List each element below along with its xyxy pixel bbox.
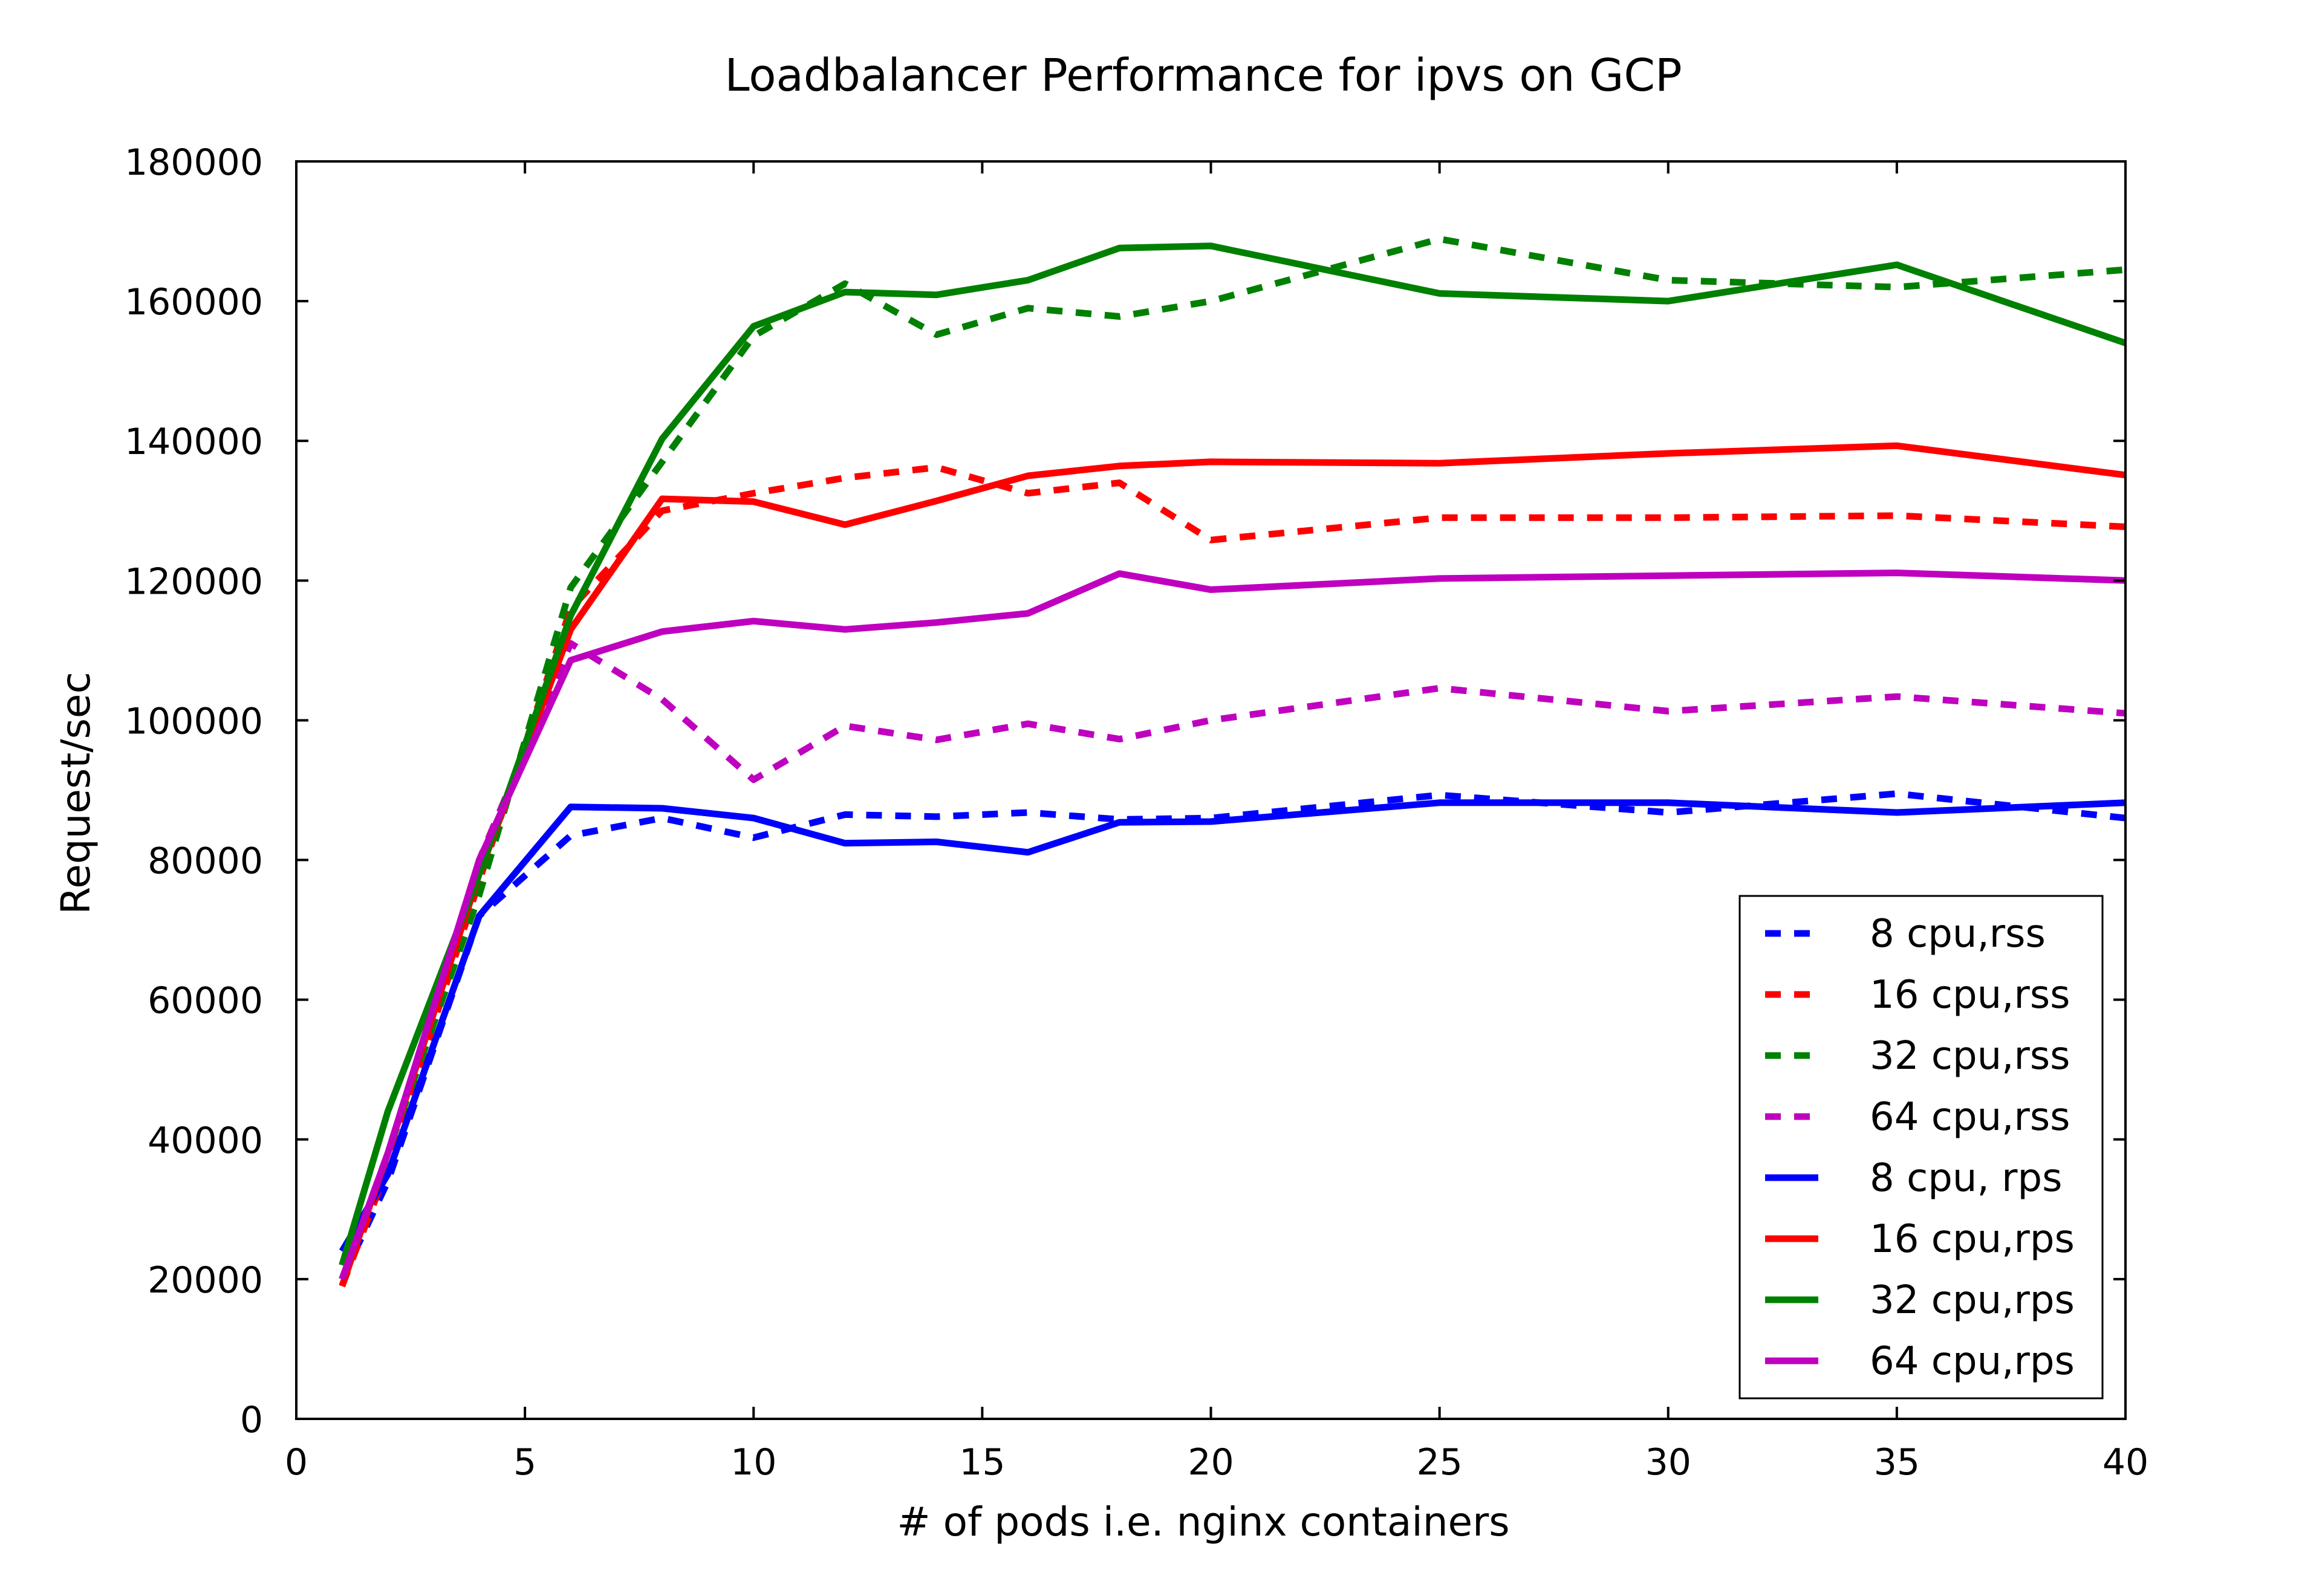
series-line-4 [339,799,2126,1253]
x-tick-label: 25 [1416,1441,1462,1484]
legend-label: 32 cpu,rss [1870,1034,2070,1079]
series-line-2 [339,235,2126,1280]
series-group [339,235,2127,1288]
series-line-0 [339,790,2126,1281]
x-tick-label: 20 [1188,1441,1234,1484]
legend-label: 8 cpu,rss [1870,912,2046,956]
x-tick-label: 35 [1874,1441,1920,1484]
legend-label: 64 cpu,rss [1870,1095,2070,1140]
x-tick-label: 10 [730,1441,776,1484]
x-tick-label: 15 [959,1441,1005,1484]
y-tick-label: 140000 [125,421,263,463]
y-tick-label: 80000 [148,840,263,883]
y-axis-label: Request/sec [53,672,99,915]
ticks-group: 0 5 10 15 20 25 30 35 40 0 20000 40000 60000 80000 100… [125,141,2148,1484]
legend: 8 cpu,rss 16 cpu,rss 32 cpu,rss 64 cpu,rss 8… [1738,895,2104,1400]
y-tick-label: 180000 [125,141,263,184]
x-tick-label: 40 [2102,1441,2148,1484]
x-tick-label: 30 [1645,1441,1691,1484]
legend-label: 32 cpu,rps [1870,1278,2075,1323]
legend-label: 8 cpu, rps [1870,1156,2062,1201]
series-line-3 [339,640,2126,1280]
y-tick-label: 0 [240,1399,263,1441]
x-axis-label: # of pods i.e. nginx containers [897,1499,1509,1545]
y-tick-label: 100000 [125,700,263,742]
y-tick-label: 40000 [148,1120,263,1162]
series-line-7 [339,569,2126,1280]
legend-label: 64 cpu,rps [1870,1339,2075,1384]
legend-box [1738,895,2104,1400]
legend-label: 16 cpu,rss [1870,973,2070,1017]
x-tick-label: 5 [513,1441,536,1484]
legend-label: 16 cpu,rps [1870,1217,2075,1262]
x-tick-label: 0 [285,1441,308,1484]
y-tick-label: 120000 [125,560,263,603]
y-tick-label: 60000 [148,980,263,1022]
y-tick-label: 20000 [148,1259,263,1302]
chart-title: Loadbalancer Performance for ipvs on GCP [724,50,1682,102]
y-tick-label: 160000 [125,281,263,323]
